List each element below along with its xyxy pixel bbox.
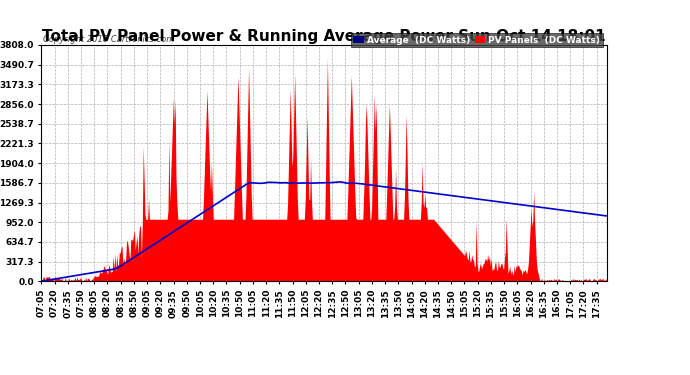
Title: Total PV Panel Power & Running Average Power Sun Oct 14 18:01: Total PV Panel Power & Running Average P… bbox=[43, 29, 606, 44]
Text: Copyright 2018 Cartronics.com: Copyright 2018 Cartronics.com bbox=[43, 35, 174, 44]
Legend: Average  (DC Watts), PV Panels  (DC Watts): Average (DC Watts), PV Panels (DC Watts) bbox=[351, 33, 602, 47]
